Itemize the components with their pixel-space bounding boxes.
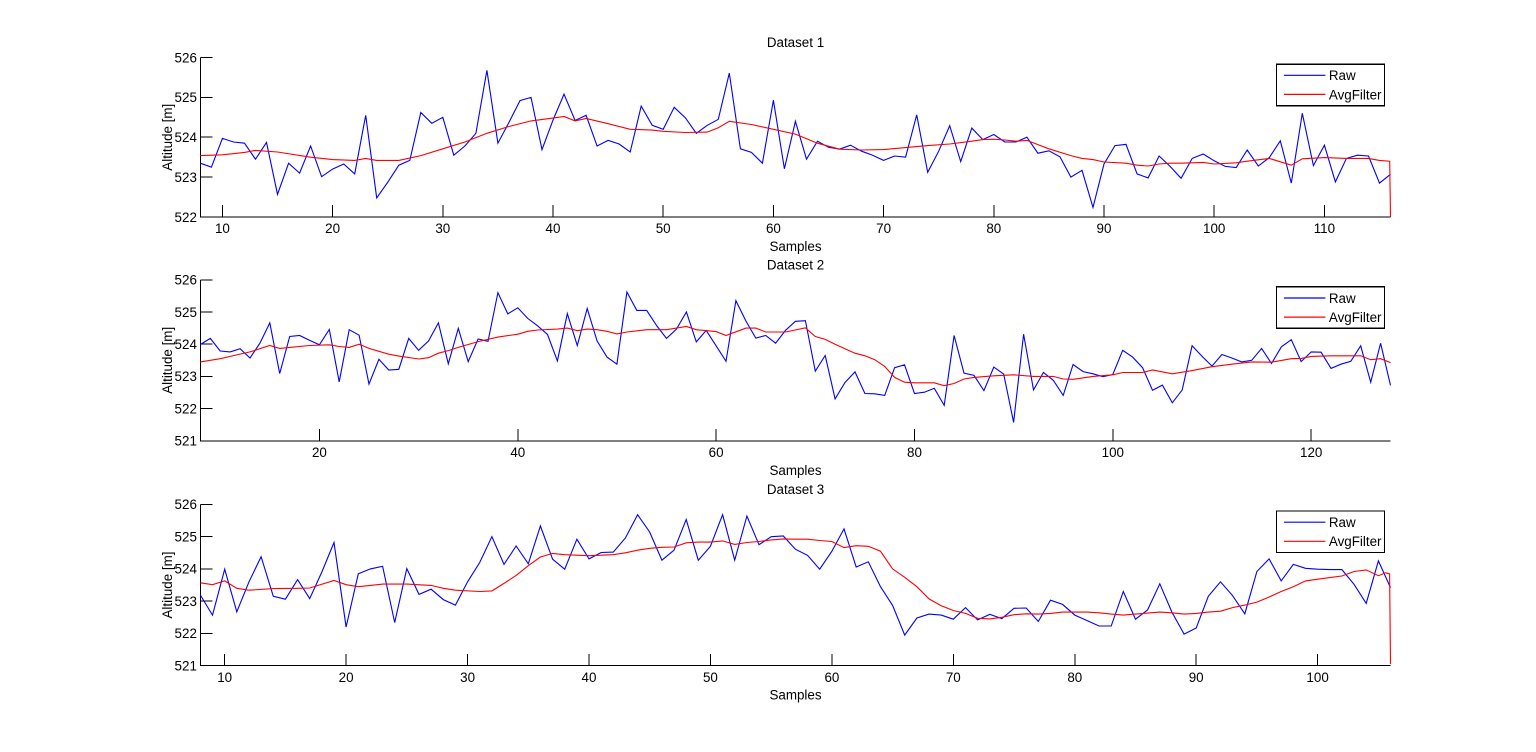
svg-text:40: 40 <box>546 221 561 236</box>
svg-text:30: 30 <box>460 670 475 685</box>
svg-text:10: 10 <box>215 221 230 236</box>
svg-text:524: 524 <box>175 130 198 145</box>
svg-text:AvgFilter: AvgFilter <box>1329 310 1382 325</box>
svg-text:50: 50 <box>656 221 671 236</box>
svg-text:Raw: Raw <box>1329 515 1356 530</box>
svg-text:524: 524 <box>175 337 198 352</box>
svg-text:525: 525 <box>175 305 197 320</box>
svg-text:521: 521 <box>175 659 197 674</box>
svg-text:100: 100 <box>1102 445 1124 460</box>
svg-text:20: 20 <box>312 445 327 460</box>
svg-text:80: 80 <box>907 445 922 460</box>
svg-text:120: 120 <box>1300 445 1322 460</box>
svg-text:526: 526 <box>175 50 197 65</box>
svg-text:AvgFilter: AvgFilter <box>1329 87 1382 102</box>
svg-text:Dataset 2: Dataset 2 <box>767 257 824 272</box>
svg-text:40: 40 <box>510 445 525 460</box>
svg-text:523: 523 <box>175 594 197 609</box>
svg-text:Samples: Samples <box>769 463 821 478</box>
svg-text:Samples: Samples <box>769 688 821 703</box>
svg-text:40: 40 <box>582 670 597 685</box>
svg-text:525: 525 <box>175 90 197 105</box>
svg-text:AvgFilter: AvgFilter <box>1329 534 1382 549</box>
svg-text:Dataset 3: Dataset 3 <box>767 482 824 497</box>
svg-text:Altitude [m]: Altitude [m] <box>160 104 175 171</box>
svg-text:80: 80 <box>1067 670 1082 685</box>
svg-text:Raw: Raw <box>1329 68 1356 83</box>
svg-text:526: 526 <box>175 273 197 288</box>
svg-text:522: 522 <box>175 401 197 416</box>
svg-text:Altitude [m]: Altitude [m] <box>160 552 175 619</box>
svg-text:60: 60 <box>824 670 839 685</box>
svg-text:524: 524 <box>175 562 198 577</box>
svg-text:70: 70 <box>946 670 961 685</box>
svg-text:100: 100 <box>1306 670 1328 685</box>
svg-text:60: 60 <box>709 445 724 460</box>
svg-text:90: 90 <box>1189 670 1204 685</box>
svg-text:90: 90 <box>1097 221 1112 236</box>
svg-text:Raw: Raw <box>1329 291 1356 306</box>
svg-text:Dataset 1: Dataset 1 <box>767 35 824 50</box>
svg-text:523: 523 <box>175 369 197 384</box>
svg-text:20: 20 <box>325 221 340 236</box>
svg-text:523: 523 <box>175 170 197 185</box>
svg-text:526: 526 <box>175 497 197 512</box>
svg-text:110: 110 <box>1314 221 1335 236</box>
svg-text:70: 70 <box>876 221 891 236</box>
svg-text:50: 50 <box>703 670 718 685</box>
svg-text:522: 522 <box>175 210 197 225</box>
svg-text:30: 30 <box>435 221 450 236</box>
svg-text:20: 20 <box>339 670 354 685</box>
svg-text:Altitude [m]: Altitude [m] <box>160 327 175 394</box>
svg-text:521: 521 <box>175 434 197 449</box>
svg-text:60: 60 <box>766 221 781 236</box>
svg-text:Samples: Samples <box>769 239 821 254</box>
svg-text:80: 80 <box>986 221 1001 236</box>
svg-text:522: 522 <box>175 626 197 641</box>
svg-text:10: 10 <box>217 670 232 685</box>
svg-text:525: 525 <box>175 530 197 545</box>
svg-text:100: 100 <box>1203 221 1225 236</box>
